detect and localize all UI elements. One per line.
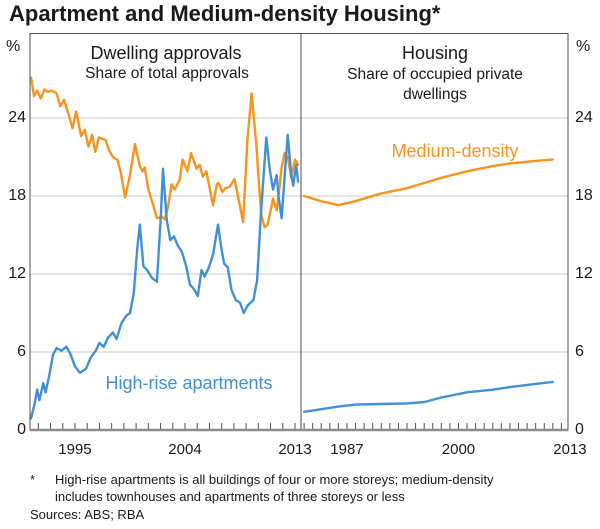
series-line-medium-density [302,158,554,207]
series-label-high-rise: High-rise apartments [105,373,273,393]
panel-right-title: Housing [401,43,469,63]
chart-title: Apartment and Medium-density Housing* [9,1,441,26]
unit-label-right: % [576,38,591,55]
footnote-line2: includes townhouses and apartments of th… [55,489,405,504]
series-line-high-rise-apartments [29,133,300,420]
series-line-high-rise-apartments [302,380,554,413]
unit-label-left: % [6,38,21,55]
panel-right-subtitle: Share of occupied private dwellings [347,66,523,103]
footnote-line1: High-rise apartments is all buildings of… [55,472,494,487]
panel-left-title: Dwelling approvals [90,43,242,63]
panel-left-subtitle: Share of total approvals [85,65,249,82]
footnote-sources: Sources: ABS; RBA [30,507,145,522]
footnote-marker: * [30,472,36,487]
series-label-medium-density: Medium-density [391,141,519,161]
